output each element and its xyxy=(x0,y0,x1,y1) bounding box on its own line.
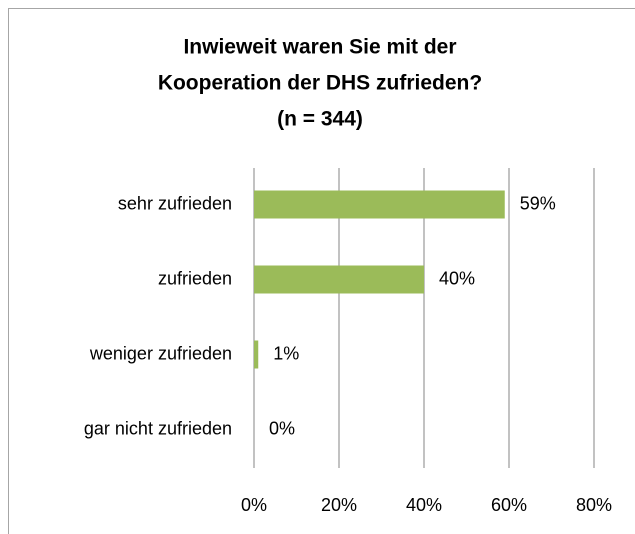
value-label: 1% xyxy=(273,343,299,363)
y-tick-label: sehr zufrieden xyxy=(118,193,232,213)
bar xyxy=(254,340,259,369)
x-tick-label: 80% xyxy=(576,495,612,515)
y-tick-label: zufrieden xyxy=(158,268,232,288)
chart-title: Kooperation der DHS zufrieden? xyxy=(158,72,482,95)
y-tick-label: weniger zufrieden xyxy=(89,343,232,363)
y-tick-label: gar nicht zufrieden xyxy=(84,418,232,438)
value-label: 59% xyxy=(520,193,556,213)
value-label: 40% xyxy=(439,268,475,288)
x-tick-label: 60% xyxy=(491,495,527,515)
chart-title: Inwieweit waren Sie mit der xyxy=(183,36,456,59)
x-tick-label: 20% xyxy=(321,495,357,515)
x-tick-label: 40% xyxy=(406,495,442,515)
chart-title: (n = 344) xyxy=(277,108,363,131)
bar xyxy=(254,190,505,219)
value-label: 0% xyxy=(269,418,295,438)
x-tick-label: 0% xyxy=(241,495,267,515)
bar xyxy=(254,265,424,294)
